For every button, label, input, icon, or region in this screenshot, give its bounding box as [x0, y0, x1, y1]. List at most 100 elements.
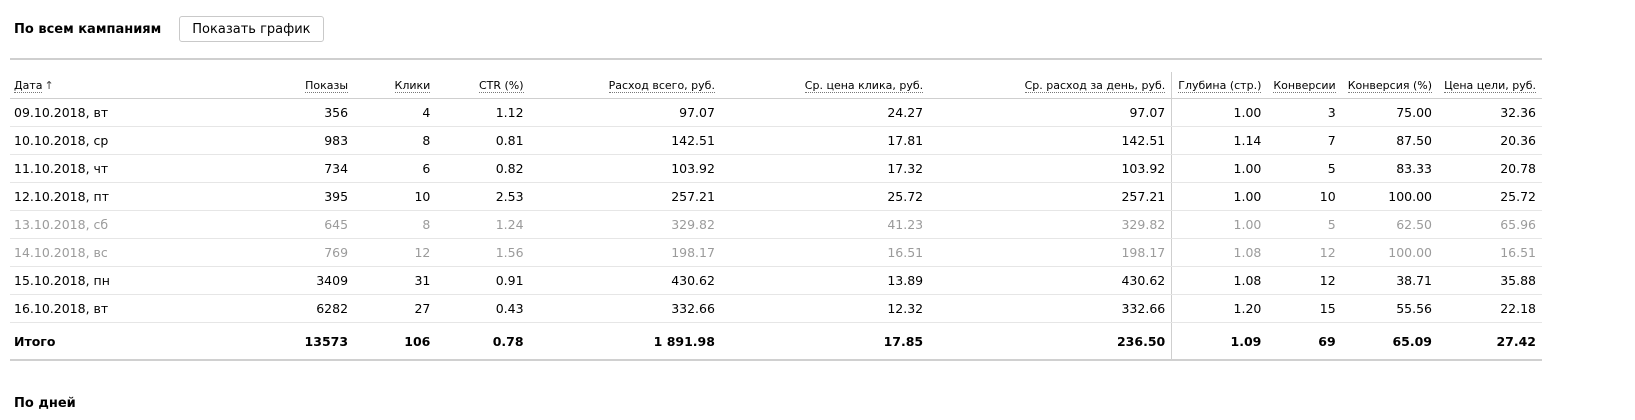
- cell-depth: 1.00: [1171, 154, 1268, 183]
- cell-goal_price: 35.88: [1438, 266, 1542, 295]
- cell-shows: 734: [253, 154, 355, 183]
- table-row: 13.10.2018, сб 645 8 1.24 329.82 41.23 329.82 1…: [10, 210, 1542, 239]
- column-header-conversions[interactable]: Конверсии: [1267, 72, 1342, 99]
- cell-cpc: 41.23: [720, 210, 930, 239]
- cell-conv_rate: 38.71: [1341, 266, 1438, 295]
- cell-clicks: 12: [354, 238, 437, 267]
- cell-conv: 10: [1267, 182, 1342, 211]
- cell-shows: 3409: [253, 266, 355, 295]
- cell-spend: 332.66: [529, 294, 721, 323]
- cell-ctr: 1.56: [436, 238, 530, 267]
- cell-ctr: 0.91: [436, 266, 530, 295]
- cell-goal_price: 27.42: [1438, 322, 1542, 361]
- cell-date: 15.10.2018, пн: [10, 266, 254, 295]
- cell-spend: 1 891.98: [529, 322, 721, 361]
- cell-clicks: 8: [354, 126, 437, 155]
- column-header-ctr[interactable]: CTR (%): [436, 72, 530, 99]
- cell-conv_rate: 87.50: [1341, 126, 1438, 155]
- cell-conv_rate: 62.50: [1341, 210, 1438, 239]
- cell-spend: 329.82: [529, 210, 721, 239]
- cell-spend: 142.51: [529, 126, 721, 155]
- cell-shows: 6282: [253, 294, 355, 323]
- cell-goal_price: 25.72: [1438, 182, 1542, 211]
- cell-ctr: 1.12: [436, 98, 530, 127]
- cell-conv: 15: [1267, 294, 1342, 323]
- column-header-shows[interactable]: Показы: [253, 72, 355, 99]
- cell-goal_price: 65.96: [1438, 210, 1542, 239]
- cell-daily: 430.62: [929, 266, 1172, 295]
- cell-spend: 103.92: [529, 154, 721, 183]
- cell-depth: 1.08: [1171, 266, 1268, 295]
- column-header-clicks[interactable]: Клики: [354, 72, 437, 99]
- cell-conv: 5: [1267, 210, 1342, 239]
- next-section-title: По дней: [14, 396, 76, 411]
- cell-conv_rate: 65.09: [1341, 322, 1438, 361]
- cell-depth: 1.08: [1171, 238, 1268, 267]
- cell-conv_rate: 100.00: [1341, 182, 1438, 211]
- column-header-depth[interactable]: Глубина (стр.): [1171, 72, 1268, 99]
- table-row: 14.10.2018, вс 769 12 1.56 198.17 16.51 198.17…: [10, 238, 1542, 267]
- cell-date: 11.10.2018, чт: [10, 154, 254, 183]
- cell-depth: 1.20: [1171, 294, 1268, 323]
- cell-goal_price: 22.18: [1438, 294, 1542, 323]
- column-header-goal-price[interactable]: Цена цели, руб.: [1438, 72, 1542, 99]
- cell-cpc: 16.51: [720, 238, 930, 267]
- cell-conv_rate: 55.56: [1341, 294, 1438, 323]
- cell-spend: 257.21: [529, 182, 721, 211]
- column-header-daily-spend[interactable]: Ср. расход за день, руб.: [929, 72, 1172, 99]
- cell-ctr: 0.81: [436, 126, 530, 155]
- cell-shows: 13573: [253, 322, 355, 361]
- table-row: 12.10.2018, пт 395 10 2.53 257.21 25.72 257.21…: [10, 182, 1542, 211]
- column-header-date[interactable]: Дата ↑: [10, 72, 254, 99]
- cell-conv: 3: [1267, 98, 1342, 127]
- cell-conv: 5: [1267, 154, 1342, 183]
- section-title: По всем кампаниям: [14, 21, 162, 37]
- cell-ctr: 0.43: [436, 294, 530, 323]
- table-row: 11.10.2018, чт 734 6 0.82 103.92 17.32 103.92 1…: [10, 154, 1542, 183]
- cell-conv: 7: [1267, 126, 1342, 155]
- cell-date: Итого: [10, 322, 254, 361]
- column-header-cpc[interactable]: Ср. цена клика, руб.: [720, 72, 930, 99]
- cell-goal_price: 20.36: [1438, 126, 1542, 155]
- cell-cpc: 25.72: [720, 182, 930, 211]
- cell-cpc: 17.32: [720, 154, 930, 183]
- cell-ctr: 0.78: [436, 322, 530, 361]
- cell-clicks: 6: [354, 154, 437, 183]
- table-row: 09.10.2018, вт 356 4 1.12 97.07 24.27 97.07 1.0…: [10, 98, 1542, 127]
- cell-depth: 1.09: [1171, 322, 1268, 361]
- cell-daily: 142.51: [929, 126, 1172, 155]
- column-header-conversion-rate[interactable]: Конверсия (%): [1341, 72, 1438, 99]
- cell-daily: 236.50: [929, 322, 1172, 361]
- cell-depth: 1.14: [1171, 126, 1268, 155]
- table-row: 16.10.2018, вт 6282 27 0.43 332.66 12.32 332.6…: [10, 294, 1542, 323]
- cell-conv: 69: [1267, 322, 1342, 361]
- table-row: 15.10.2018, пн 3409 31 0.91 430.62 13.89 430.6…: [10, 266, 1542, 295]
- column-header-spend[interactable]: Расход всего, руб.: [529, 72, 721, 99]
- cell-depth: 1.00: [1171, 98, 1268, 127]
- show-chart-button[interactable]: Показать график: [179, 16, 324, 42]
- cell-conv_rate: 100.00: [1341, 238, 1438, 267]
- cell-daily: 103.92: [929, 154, 1172, 183]
- total-row: Итого 13573 106 0.78 1 891.98 17.85 236.50 1.09…: [10, 322, 1542, 361]
- stats-table: Дата ↑ Показы Клики CTR (%) Расход всего,…: [10, 72, 1542, 361]
- cell-daily: 329.82: [929, 210, 1172, 239]
- cell-ctr: 0.82: [436, 154, 530, 183]
- cell-ctr: 1.24: [436, 210, 530, 239]
- table-body: 09.10.2018, вт 356 4 1.12 97.07 24.27 97.07 1.0…: [10, 98, 1542, 361]
- cell-shows: 645: [253, 210, 355, 239]
- cell-clicks: 106: [354, 322, 437, 361]
- cell-conv: 12: [1267, 238, 1342, 267]
- cell-date: 14.10.2018, вс: [10, 238, 254, 267]
- cell-clicks: 4: [354, 98, 437, 127]
- cell-goal_price: 16.51: [1438, 238, 1542, 267]
- cell-clicks: 27: [354, 294, 437, 323]
- cell-date: 13.10.2018, сб: [10, 210, 254, 239]
- cell-cpc: 13.89: [720, 266, 930, 295]
- table-row: 10.10.2018, ср 983 8 0.81 142.51 17.81 142.51 1…: [10, 126, 1542, 155]
- cell-date: 10.10.2018, ср: [10, 126, 254, 155]
- toolbar: По всем кампаниям Показать график: [14, 15, 324, 43]
- cell-daily: 198.17: [929, 238, 1172, 267]
- cell-daily: 332.66: [929, 294, 1172, 323]
- cell-clicks: 31: [354, 266, 437, 295]
